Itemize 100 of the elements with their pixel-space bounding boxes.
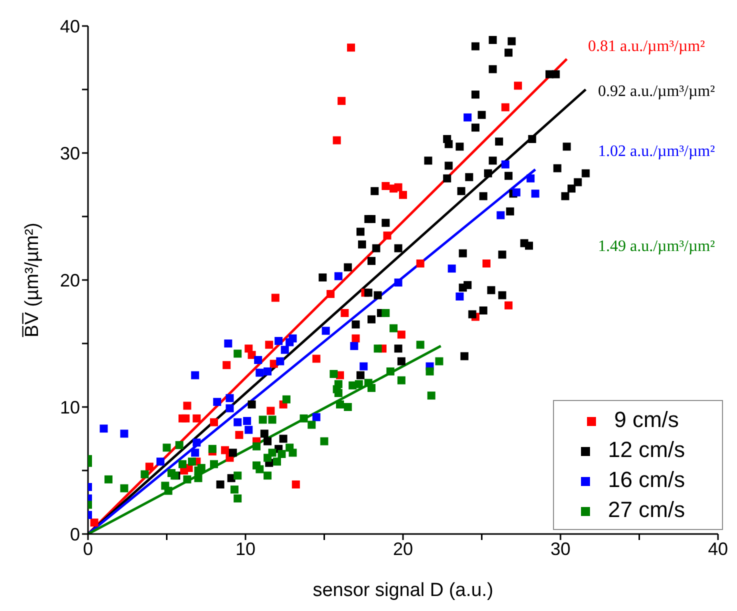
point <box>191 448 200 457</box>
point <box>390 324 398 332</box>
point <box>292 480 300 488</box>
point <box>416 259 424 268</box>
point <box>514 82 522 90</box>
point <box>194 474 202 482</box>
y-tick-label: 20 <box>60 270 80 290</box>
point <box>426 367 434 376</box>
point <box>332 136 341 144</box>
point <box>312 354 320 363</box>
point <box>271 294 280 302</box>
y-tick-label: 0 <box>70 524 80 544</box>
point <box>456 292 464 301</box>
point <box>340 309 349 318</box>
point <box>210 460 218 468</box>
point <box>273 458 281 466</box>
point <box>320 437 328 446</box>
point <box>382 309 390 318</box>
point <box>188 458 196 466</box>
point <box>352 334 360 342</box>
point <box>334 380 342 388</box>
point <box>397 376 406 384</box>
point <box>312 413 320 422</box>
point <box>350 342 358 350</box>
point <box>482 259 490 268</box>
point <box>288 334 297 342</box>
x-tick-label: 0 <box>82 538 94 559</box>
point <box>394 278 402 287</box>
point <box>197 464 206 472</box>
point <box>234 494 242 502</box>
point <box>224 340 232 348</box>
x-tick-label: 10 <box>235 538 256 559</box>
point <box>399 190 407 199</box>
point <box>274 336 283 345</box>
y-tick-label: 10 <box>60 397 80 418</box>
point <box>192 438 201 447</box>
point <box>501 103 510 112</box>
point <box>164 486 172 495</box>
point <box>268 416 276 424</box>
point <box>230 486 238 494</box>
point <box>90 518 98 527</box>
point <box>264 472 272 480</box>
point <box>156 458 164 466</box>
point <box>278 450 286 458</box>
point <box>347 44 356 52</box>
point <box>334 272 342 280</box>
annotation: 0.92 a.u./µm³/µm² <box>598 83 715 101</box>
point <box>397 330 406 339</box>
legend-label: 27 cm/s <box>608 497 686 522</box>
x-axis-title: sensor signal D (a.u.) <box>312 580 494 601</box>
point <box>386 367 394 376</box>
point <box>226 404 234 412</box>
point <box>496 211 505 220</box>
x-tick-label: 30 <box>550 538 571 559</box>
point <box>334 389 342 398</box>
point <box>374 344 382 353</box>
annotation: 1.02 a.u./µm³/µm² <box>598 143 715 161</box>
point <box>182 414 190 422</box>
point <box>120 484 128 492</box>
point <box>222 361 231 370</box>
point <box>427 392 436 400</box>
point <box>504 301 513 310</box>
point <box>326 290 335 298</box>
point <box>100 424 108 433</box>
point <box>213 398 222 406</box>
point <box>368 384 376 392</box>
point <box>354 380 363 388</box>
point <box>330 370 338 378</box>
y-axis-title: B̅V̅ (µm³/µm²) <box>22 222 43 338</box>
point <box>282 395 290 404</box>
point <box>526 174 535 182</box>
point <box>140 470 149 478</box>
point <box>276 357 284 366</box>
x-tick-label: 20 <box>392 538 414 559</box>
legend-label: 12 cm/s <box>608 437 686 462</box>
point <box>162 444 171 452</box>
point <box>183 402 192 410</box>
point <box>265 340 274 349</box>
point <box>104 475 112 484</box>
point <box>256 368 264 377</box>
point <box>235 430 244 439</box>
point <box>120 430 128 438</box>
point <box>192 414 201 422</box>
legend-label: 16 cm/s <box>608 467 686 492</box>
point <box>338 96 346 105</box>
point <box>256 465 264 474</box>
point <box>322 326 330 335</box>
point <box>512 188 520 196</box>
point <box>226 394 234 402</box>
y-tick-label: 40 <box>60 16 80 36</box>
point <box>344 403 352 411</box>
point <box>448 264 456 273</box>
point <box>268 448 276 457</box>
point <box>183 475 192 484</box>
point <box>360 362 368 370</box>
point <box>382 182 390 190</box>
annotation: 0.81 a.u./µm³/µm² <box>588 38 705 56</box>
point <box>234 418 242 426</box>
point <box>266 406 275 415</box>
point <box>248 350 256 359</box>
